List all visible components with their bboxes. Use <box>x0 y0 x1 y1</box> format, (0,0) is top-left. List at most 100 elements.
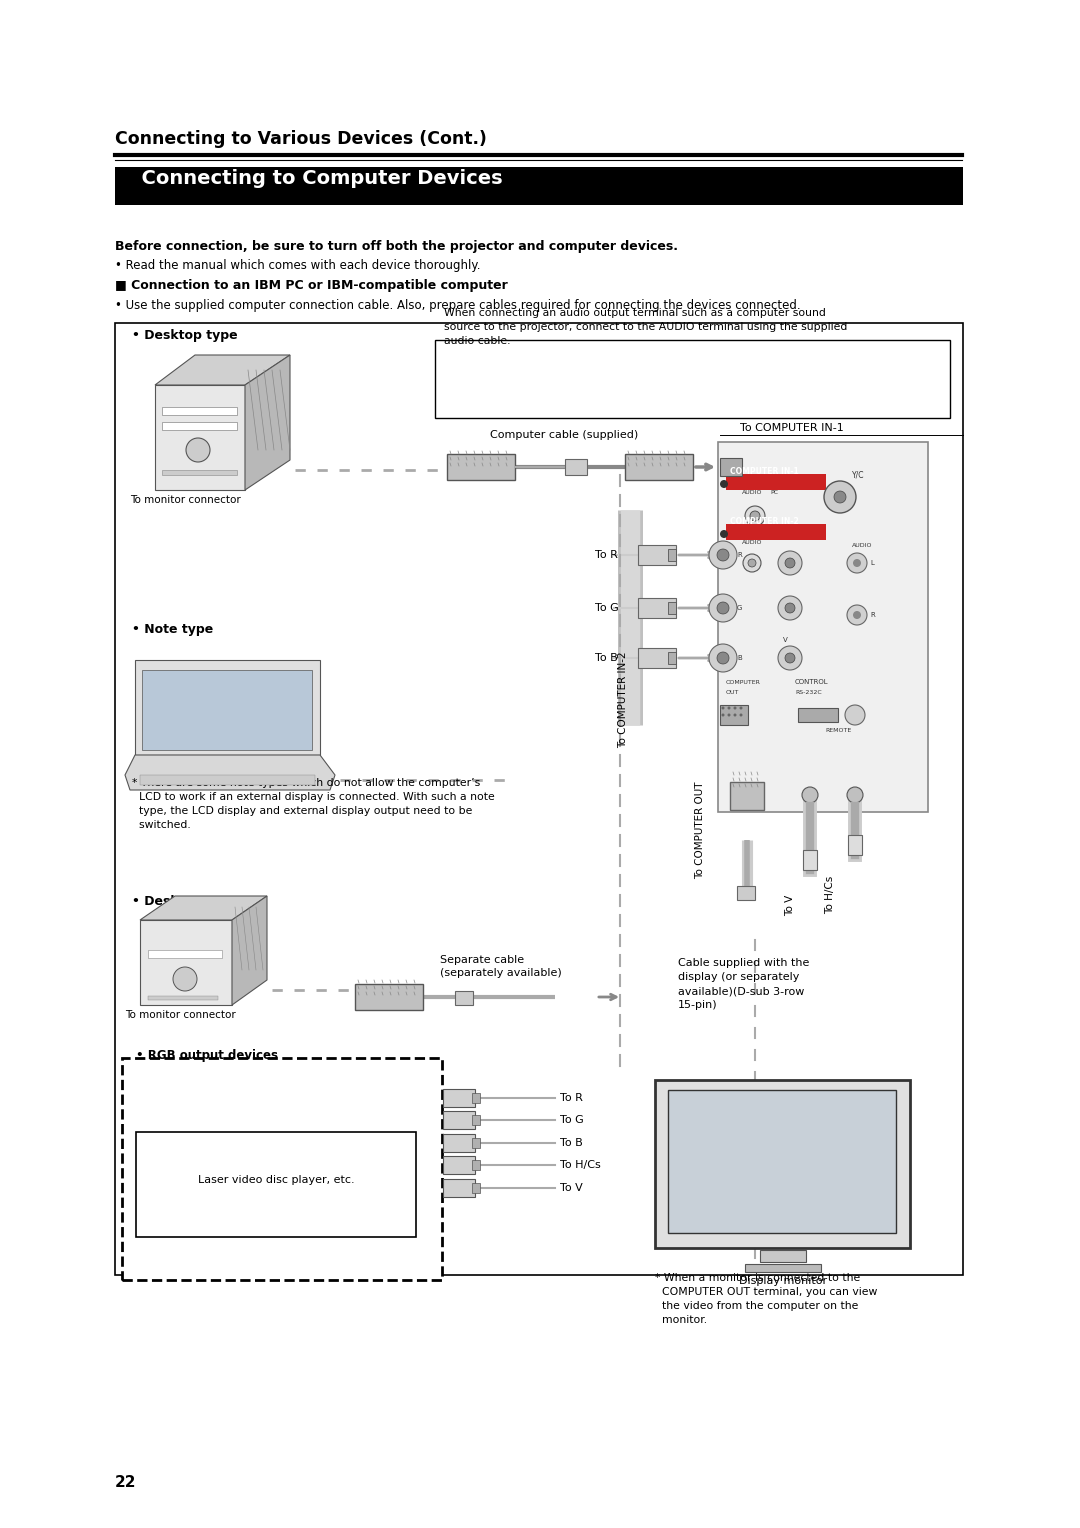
Bar <box>654 1080 910 1248</box>
Bar <box>669 1089 896 1233</box>
Bar <box>720 458 742 477</box>
Text: PC: PC <box>770 490 778 495</box>
Text: Separate cable
(separately available): Separate cable (separately available) <box>440 955 562 978</box>
Text: AUDIO: AUDIO <box>742 539 762 545</box>
Bar <box>798 707 838 723</box>
Text: OUT: OUT <box>726 691 740 695</box>
Circle shape <box>740 714 743 717</box>
Text: • Read the manual which comes with each device thoroughly.: • Read the manual which comes with each … <box>114 260 481 272</box>
Circle shape <box>778 552 802 575</box>
Text: Connecting to Various Devices (Cont.): Connecting to Various Devices (Cont.) <box>114 130 487 148</box>
Polygon shape <box>125 755 335 790</box>
Text: • RGB output devices: • RGB output devices <box>136 1050 278 1062</box>
Bar <box>472 1138 480 1148</box>
Text: To G: To G <box>595 604 619 613</box>
Circle shape <box>785 604 795 613</box>
Bar <box>669 602 676 614</box>
Text: G: G <box>737 605 742 611</box>
Circle shape <box>785 652 795 663</box>
Text: To V: To V <box>561 1183 583 1193</box>
Text: V: V <box>783 637 787 643</box>
Bar <box>638 648 676 668</box>
Polygon shape <box>245 354 291 490</box>
Text: • Desktop type: • Desktop type <box>132 895 238 908</box>
Text: To B: To B <box>561 1138 583 1148</box>
Bar <box>443 1111 475 1129</box>
Circle shape <box>847 553 867 573</box>
Polygon shape <box>140 920 232 1005</box>
Text: To monitor connector: To monitor connector <box>124 1010 235 1021</box>
Bar <box>472 1115 480 1125</box>
Bar <box>435 341 950 419</box>
Circle shape <box>721 714 725 717</box>
Text: To COMPUTER IN-2: To COMPUTER IN-2 <box>618 651 627 749</box>
Bar <box>162 422 237 429</box>
Text: CONTROL: CONTROL <box>795 678 828 685</box>
Polygon shape <box>232 895 267 1005</box>
Text: To H/Cs: To H/Cs <box>825 876 835 914</box>
Text: To COMPUTER IN-1: To COMPUTER IN-1 <box>740 423 843 432</box>
Circle shape <box>733 706 737 709</box>
Circle shape <box>748 559 756 567</box>
Polygon shape <box>156 385 245 490</box>
Bar <box>726 474 826 490</box>
Bar <box>140 775 315 785</box>
Text: ■ Connection to an IBM PC or IBM-compatible computer: ■ Connection to an IBM PC or IBM-compati… <box>114 280 508 292</box>
Bar <box>472 1160 480 1170</box>
Circle shape <box>802 787 818 804</box>
Text: L: L <box>870 559 874 565</box>
Circle shape <box>778 646 802 669</box>
Circle shape <box>708 643 737 672</box>
Bar <box>114 322 963 1274</box>
Circle shape <box>778 596 802 620</box>
Circle shape <box>173 967 197 992</box>
Circle shape <box>186 439 210 461</box>
Circle shape <box>740 706 743 709</box>
Text: When connecting an audio output terminal such as a computer sound
source to the : When connecting an audio output terminal… <box>444 309 848 345</box>
Bar <box>804 850 816 869</box>
Circle shape <box>853 611 861 619</box>
Text: Display monitor: Display monitor <box>739 1276 827 1287</box>
Text: Before connection, be sure to turn off both the projector and computer devices.: Before connection, be sure to turn off b… <box>114 240 678 254</box>
Circle shape <box>847 605 867 625</box>
Text: To H/Cs: To H/Cs <box>561 1160 600 1170</box>
Circle shape <box>750 510 760 521</box>
Circle shape <box>720 530 728 538</box>
Bar <box>114 167 963 205</box>
Bar <box>737 886 755 900</box>
Circle shape <box>834 490 846 503</box>
Circle shape <box>847 787 863 804</box>
Bar <box>638 545 676 565</box>
Circle shape <box>745 506 765 526</box>
Circle shape <box>824 481 856 513</box>
Polygon shape <box>156 354 291 385</box>
Circle shape <box>785 558 795 568</box>
Polygon shape <box>135 660 320 755</box>
Bar <box>443 1157 475 1174</box>
Text: To G: To G <box>561 1115 584 1125</box>
Bar <box>565 458 588 475</box>
Circle shape <box>708 541 737 568</box>
Text: Computer cable (supplied): Computer cable (supplied) <box>490 429 638 440</box>
Circle shape <box>728 714 730 717</box>
Bar <box>122 1057 442 1280</box>
Text: Cable supplied with the
display (or separately
available)(D-sub 3-row
15-pin): Cable supplied with the display (or sepa… <box>678 958 809 1010</box>
Circle shape <box>721 706 725 709</box>
Text: COMPUTER IN-1: COMPUTER IN-1 <box>730 468 799 477</box>
Bar <box>148 996 218 999</box>
Text: R: R <box>737 552 742 558</box>
Text: To COMPUTER OUT: To COMPUTER OUT <box>696 781 705 879</box>
Text: AUDIO: AUDIO <box>852 542 873 549</box>
Text: • Desktop type: • Desktop type <box>132 329 238 342</box>
Text: R: R <box>870 613 875 617</box>
Bar <box>455 992 473 1005</box>
Bar <box>472 1183 480 1193</box>
Text: Connecting to Computer Devices: Connecting to Computer Devices <box>129 170 502 188</box>
Circle shape <box>720 480 728 487</box>
Text: To V: To V <box>785 894 795 915</box>
Circle shape <box>733 714 737 717</box>
Circle shape <box>845 704 865 724</box>
Bar <box>745 1264 821 1271</box>
Text: To R: To R <box>561 1093 583 1103</box>
Circle shape <box>853 559 861 567</box>
